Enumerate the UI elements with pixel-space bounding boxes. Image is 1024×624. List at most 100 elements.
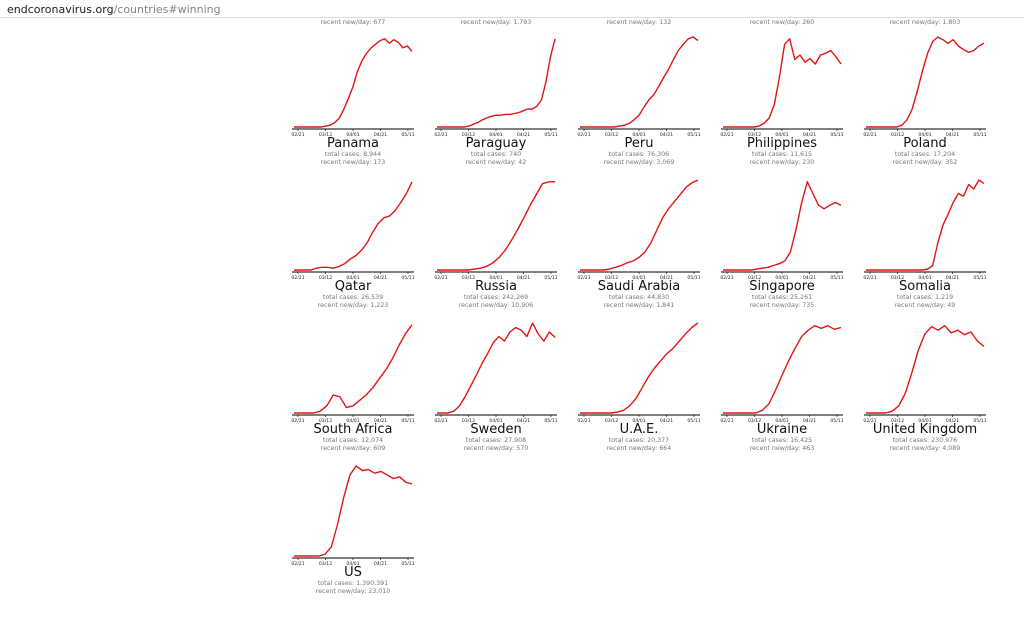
x-tick-label: 02/21 (434, 132, 447, 137)
cases-series-line (866, 36, 985, 128)
country-card[interactable]: 02/21 03/12 04/01 04/21 05/11 Peru total cases… (574, 32, 704, 167)
x-tick-label: 04/21 (374, 561, 387, 566)
country-chart: 02/21 03/12 04/01 04/21 05/11 (720, 324, 844, 423)
x-tick-label: 04/21 (803, 132, 816, 137)
country-name: U.A.E. (619, 422, 659, 437)
total-cases: total cases: 26,539 (322, 294, 384, 301)
top-stat: recent new/day: 1,803 (889, 19, 961, 26)
country-card[interactable]: 02/21 03/12 04/01 04/21 05/11 Sweden total cas… (431, 318, 561, 453)
x-tick-label: 02/21 (863, 132, 876, 137)
x-tick-label: 04/01 (775, 418, 788, 423)
total-cases: total cases: 27,908 (465, 437, 527, 444)
x-tick-label: 03/12 (891, 418, 904, 423)
x-tick-label: 04/01 (775, 132, 788, 137)
cases-series-line (723, 38, 842, 128)
cases-series-line (723, 181, 842, 271)
x-tick-label: 03/12 (891, 132, 904, 137)
x-tick-label: 05/11 (687, 132, 700, 137)
cases-series-line (866, 324, 985, 414)
x-tick-label: 02/21 (291, 418, 304, 423)
recent-new-per-day: recent new/day: 1,223 (317, 302, 389, 309)
x-tick-label: 04/21 (374, 132, 387, 137)
country-card[interactable]: 02/21 03/12 04/01 04/21 05/11 Panama total cas… (288, 32, 418, 167)
total-cases: total cases: 25,261 (751, 294, 813, 301)
country-chart: 02/21 03/12 04/01 04/21 05/11 (291, 38, 415, 137)
recent-new-per-day: recent new/day: 230 (749, 159, 815, 166)
x-tick-label: 04/21 (803, 275, 816, 280)
country-card[interactable]: 02/21 03/12 04/01 04/21 05/11 Saudi Arabia tot… (574, 175, 704, 310)
total-cases: total cases: 11,615 (751, 151, 813, 158)
country-name: Singapore (749, 279, 815, 294)
x-tick-label: 02/21 (720, 275, 733, 280)
country-name: United Kingdom (872, 422, 978, 437)
total-cases: total cases: 8,944 (324, 151, 382, 158)
x-tick-label: 04/21 (374, 275, 387, 280)
total-cases: total cases: 20,377 (608, 437, 670, 444)
x-tick-label: 02/21 (863, 418, 876, 423)
country-card[interactable]: 02/21 03/12 04/01 04/21 05/11 South Africa tot… (288, 318, 418, 453)
url-domain: endcoronavirus.org (7, 3, 114, 16)
total-cases: total cases: 16,425 (751, 437, 813, 444)
country-chart: 02/21 03/12 04/01 04/21 05/11 (720, 181, 844, 280)
country-chart: 02/21 03/12 04/01 04/21 05/11 (863, 36, 987, 137)
x-tick-label: 04/21 (946, 275, 959, 280)
x-tick-label: 05/11 (973, 418, 986, 423)
x-tick-label: 05/11 (687, 418, 700, 423)
country-chart: 02/21 03/12 04/01 04/21 05/11 (434, 322, 558, 423)
country-card[interactable]: 02/21 03/12 04/01 04/21 05/11 Qatar total case… (288, 175, 418, 310)
x-tick-label: 02/21 (434, 275, 447, 280)
x-tick-label: 03/12 (319, 418, 332, 423)
x-tick-label: 04/01 (489, 275, 502, 280)
country-card[interactable]: 02/21 03/12 04/01 04/21 05/11 United Kingdom t… (860, 318, 990, 453)
country-card[interactable]: 02/21 03/12 04/01 04/21 05/11 Somalia total ca… (860, 175, 990, 310)
x-tick-label: 04/21 (374, 418, 387, 423)
country-chart: 02/21 03/12 04/01 04/21 05/11 (291, 465, 415, 566)
country-card[interactable]: 02/21 03/12 04/01 04/21 05/11 U.A.E. total cas… (574, 318, 704, 453)
country-card[interactable]: 02/21 03/12 04/01 04/21 05/11 Ukraine total ca… (717, 318, 847, 453)
x-tick-label: 04/01 (775, 275, 788, 280)
x-tick-label: 04/01 (346, 561, 359, 566)
x-tick-label: 03/12 (462, 418, 475, 423)
cases-series-line (580, 36, 699, 128)
recent-new-per-day: recent new/day: 3,069 (603, 159, 675, 166)
country-name: Ukraine (756, 422, 808, 437)
address-bar[interactable]: endcoronavirus.org/countries#winning (0, 0, 1024, 18)
recent-new-per-day: recent new/day: 352 (892, 159, 958, 166)
country-card[interactable]: 02/21 03/12 04/01 04/21 05/11 Philippines tota… (717, 32, 847, 167)
x-tick-label: 04/01 (632, 275, 645, 280)
x-tick-label: 05/11 (830, 275, 843, 280)
country-name: Saudi Arabia (597, 279, 681, 294)
recent-new-per-day: recent new/day: 664 (606, 445, 672, 452)
country-card[interactable]: 02/21 03/12 04/01 04/21 05/11 Russia total cas… (431, 175, 561, 310)
country-card[interactable]: 02/21 03/12 04/01 04/21 05/11 Singapore total … (717, 175, 847, 310)
x-tick-label: 04/21 (517, 132, 530, 137)
x-tick-label: 04/01 (632, 132, 645, 137)
country-name: South Africa (313, 422, 393, 437)
country-card[interactable]: 02/21 03/12 04/01 04/21 05/11 Paraguay total c… (431, 32, 561, 167)
cases-series-line (437, 322, 556, 414)
country-name: US (344, 565, 362, 580)
recent-new-per-day: recent new/day: 173 (320, 159, 386, 166)
x-tick-label: 04/01 (489, 132, 502, 137)
url-path: /countries#winning (113, 3, 221, 16)
recent-new-per-day: recent new/day: 1,841 (603, 302, 675, 309)
total-cases: total cases: 740 (470, 151, 522, 158)
country-chart: 02/21 03/12 04/01 04/21 05/11 (434, 181, 558, 280)
x-tick-label: 05/11 (973, 132, 986, 137)
total-cases: total cases: 44,830 (608, 294, 670, 301)
top-stat: recent new/day: 1,793 (460, 19, 532, 26)
country-name: Peru (624, 136, 654, 151)
cases-series-line (294, 465, 413, 557)
x-tick-label: 05/11 (401, 418, 414, 423)
x-tick-label: 02/21 (291, 275, 304, 280)
cases-series-line (723, 324, 842, 414)
country-name: Panama (326, 136, 380, 151)
country-chart: 02/21 03/12 04/01 04/21 05/11 (577, 179, 701, 280)
country-card[interactable]: 02/21 03/12 04/01 04/21 05/11 Poland total cas… (860, 32, 990, 167)
x-tick-label: 02/21 (434, 418, 447, 423)
recent-new-per-day: recent new/day: 609 (320, 445, 386, 452)
country-chart: 02/21 03/12 04/01 04/21 05/11 (863, 324, 987, 423)
country-card[interactable]: 02/21 03/12 04/01 04/21 05/11 US total cases: … (288, 461, 418, 596)
recent-new-per-day: recent new/day: 4,089 (889, 445, 961, 452)
